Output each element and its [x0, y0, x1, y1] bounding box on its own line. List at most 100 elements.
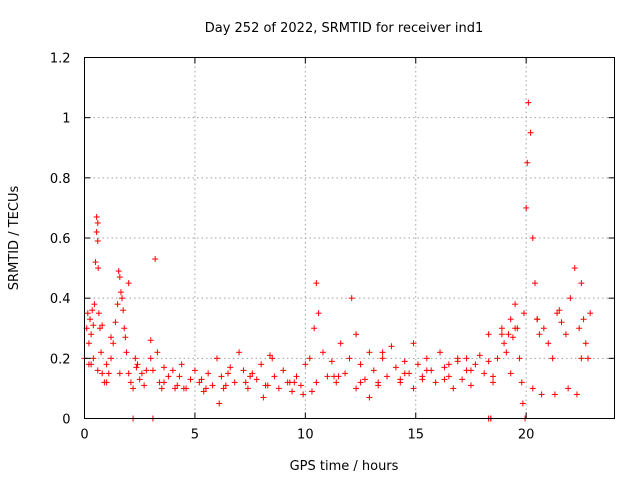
data-point — [209, 382, 216, 389]
data-point — [94, 219, 101, 226]
data-point — [147, 337, 154, 344]
data-point — [85, 340, 92, 347]
data-point — [161, 379, 167, 386]
data-point — [267, 352, 273, 359]
data-point — [392, 364, 399, 371]
data-point — [476, 352, 483, 359]
data-point — [348, 295, 355, 302]
data-point — [196, 379, 203, 386]
data-point — [401, 370, 408, 377]
data-point — [525, 99, 532, 106]
data-point — [331, 373, 338, 380]
data-point — [520, 310, 527, 317]
data-point — [423, 355, 430, 362]
data-point — [375, 379, 382, 386]
data-point — [108, 355, 114, 362]
data-point — [96, 325, 103, 332]
data-point — [445, 373, 452, 380]
data-point — [91, 301, 98, 308]
data-point — [432, 379, 439, 386]
data-point — [562, 331, 569, 338]
data-point — [130, 385, 137, 392]
grid — [84, 57, 615, 419]
data-point — [103, 379, 110, 386]
data-point — [320, 349, 326, 356]
data-point — [357, 361, 364, 368]
data-point — [231, 379, 238, 386]
y-tick-label: 1.2 — [50, 52, 71, 67]
data-point — [161, 364, 167, 371]
data-point — [289, 388, 296, 395]
data-point — [353, 331, 360, 338]
x-axis-label: GPS time / hours — [290, 459, 399, 474]
y-tick-label: 0.4 — [50, 292, 71, 307]
data-point — [141, 382, 148, 389]
data-point — [154, 349, 161, 356]
data-point — [558, 319, 565, 326]
data-point — [519, 400, 526, 407]
data-point — [220, 385, 227, 392]
data-point — [218, 373, 225, 380]
data-point — [202, 385, 209, 392]
y-tick-label: 1 — [62, 112, 70, 127]
data-point — [366, 394, 373, 401]
data-point — [85, 361, 92, 368]
data-point — [490, 379, 497, 386]
data-point — [529, 235, 536, 241]
data-point — [485, 358, 492, 365]
data-point — [503, 349, 510, 356]
data-point — [481, 370, 488, 377]
data-point — [120, 307, 127, 314]
data-point — [260, 394, 267, 401]
data-point — [346, 355, 353, 362]
data-point — [454, 355, 461, 362]
data-point — [116, 370, 123, 377]
data-point — [523, 204, 530, 211]
data-point — [247, 373, 254, 380]
data-point — [214, 355, 220, 362]
data-point — [315, 310, 322, 317]
data-point — [225, 370, 232, 377]
data-point — [258, 361, 265, 368]
data-point — [264, 382, 271, 389]
data-point — [463, 355, 470, 362]
data-point — [556, 307, 563, 314]
axis-ticks: 0 0.2 0.4 0.6 0.8 1 1.2 0 5 10 15 20 — [50, 52, 615, 443]
data-point — [205, 370, 212, 377]
data-point — [236, 349, 243, 356]
data-point — [176, 373, 183, 380]
data-point — [127, 379, 134, 386]
data-point — [512, 301, 519, 308]
data-point — [379, 355, 386, 362]
data-point — [401, 358, 408, 365]
y-tick-label: 0 — [62, 413, 70, 428]
data-point — [293, 373, 300, 380]
data-point — [222, 382, 229, 389]
data-point — [123, 349, 130, 356]
data-point — [198, 376, 205, 383]
data-point — [366, 349, 373, 356]
data-point — [244, 385, 251, 392]
data-point — [112, 319, 119, 326]
y-tick-label: 0.8 — [50, 172, 71, 187]
data-point — [134, 361, 141, 368]
data-point — [384, 373, 391, 380]
data-point — [501, 340, 508, 347]
data-point — [540, 325, 547, 332]
data-point — [337, 340, 344, 347]
data-point — [505, 331, 512, 338]
data-point — [165, 373, 172, 380]
data-point — [437, 349, 444, 356]
data-point — [253, 376, 260, 383]
data-point — [114, 301, 121, 308]
data-point — [578, 355, 585, 362]
data-point — [507, 370, 514, 377]
data-point — [191, 367, 198, 374]
data-point — [545, 340, 552, 347]
data-point — [286, 379, 293, 386]
data-point — [551, 391, 558, 398]
data-point — [308, 388, 315, 395]
data-point — [98, 349, 105, 356]
data-point — [117, 289, 124, 296]
data-point — [587, 310, 594, 317]
